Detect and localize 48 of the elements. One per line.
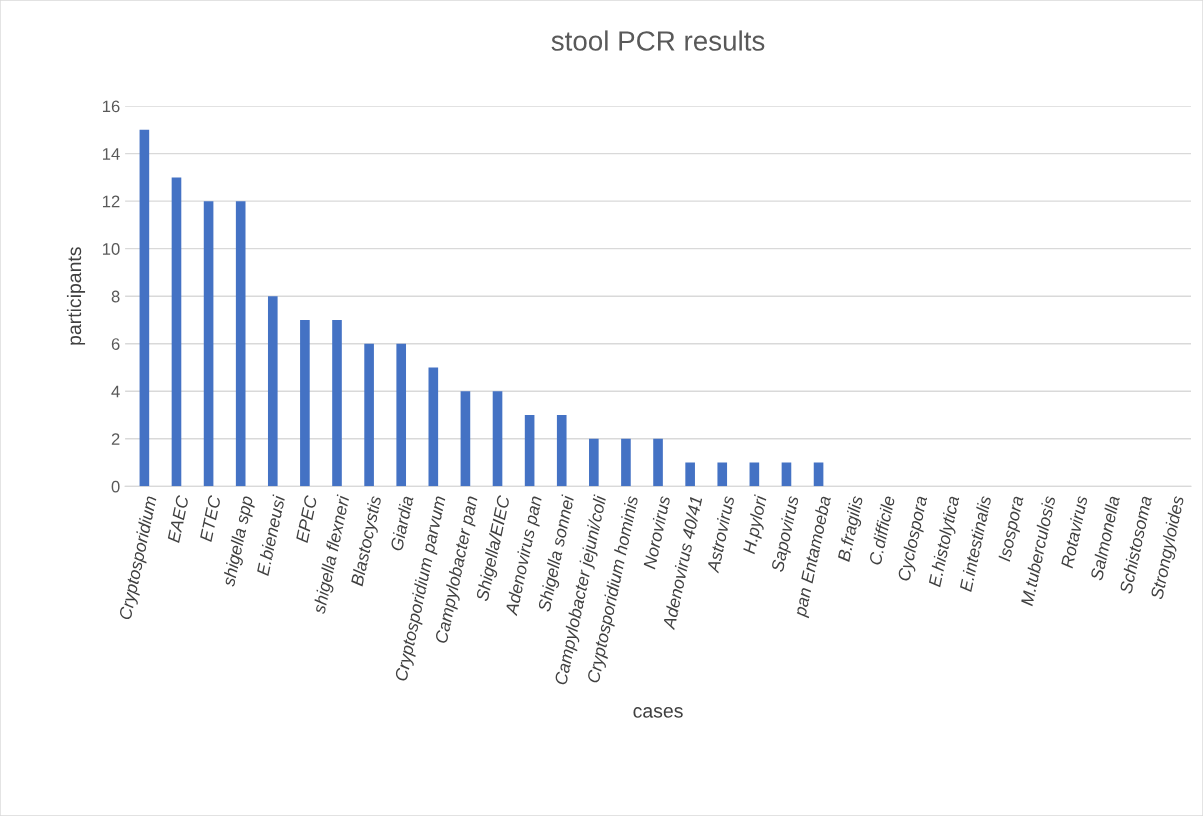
chart-title: stool PCR results xyxy=(551,30,765,51)
bar xyxy=(235,201,246,487)
y-tick-label: 4 xyxy=(111,385,120,398)
bar xyxy=(171,177,182,487)
y-tick-label: 6 xyxy=(111,338,120,350)
y-tick-label: 10 xyxy=(102,243,120,255)
bar xyxy=(749,462,760,487)
bar xyxy=(267,296,278,487)
y-tick-label: 16 xyxy=(102,100,120,113)
bar xyxy=(653,438,663,487)
x-tick-label: EAEC xyxy=(167,494,189,544)
x-tick-label: Salmonella xyxy=(1089,495,1120,581)
x-tick-label: Astrovirus xyxy=(706,495,735,574)
bar xyxy=(813,462,824,487)
y-tick-label: 2 xyxy=(111,433,120,445)
x-tick-label: Rotavirus xyxy=(1060,495,1088,569)
x-tick-label: H.pylori xyxy=(742,494,771,556)
bar xyxy=(781,462,792,487)
bar xyxy=(364,343,374,487)
x-tick-label: Cyclospora xyxy=(897,495,928,582)
bar xyxy=(492,391,503,487)
x-axis-title: cases xyxy=(633,707,683,718)
bar xyxy=(460,391,471,487)
x-tick-label: ETEC xyxy=(199,494,222,543)
y-tick-label: 14 xyxy=(102,148,120,160)
x-tick-label: B.fragilis xyxy=(836,495,867,563)
x-tick-label: shigella spp xyxy=(221,495,257,588)
bar xyxy=(139,129,150,487)
x-tick-label: Giardia xyxy=(389,495,414,552)
bar xyxy=(203,201,214,487)
x-tick-label: Sapovirus xyxy=(770,495,803,574)
bar xyxy=(685,462,695,487)
bar xyxy=(428,367,439,487)
bar xyxy=(524,415,535,487)
bar xyxy=(300,319,310,487)
x-tick-label: C.difficile xyxy=(868,495,896,566)
bar xyxy=(332,319,342,487)
x-tick-label: EPEC xyxy=(295,494,318,544)
y-tick-label: 0 xyxy=(111,480,120,493)
bar xyxy=(621,438,631,487)
bar xyxy=(717,462,728,487)
bar xyxy=(589,438,599,487)
y-tick-label: 12 xyxy=(102,195,120,208)
bar xyxy=(396,343,407,487)
y-tick-label: 8 xyxy=(111,290,120,303)
bar xyxy=(556,415,567,487)
y-axis-title: participants xyxy=(66,247,86,345)
x-tick-label: E.bieneusi xyxy=(256,494,286,577)
